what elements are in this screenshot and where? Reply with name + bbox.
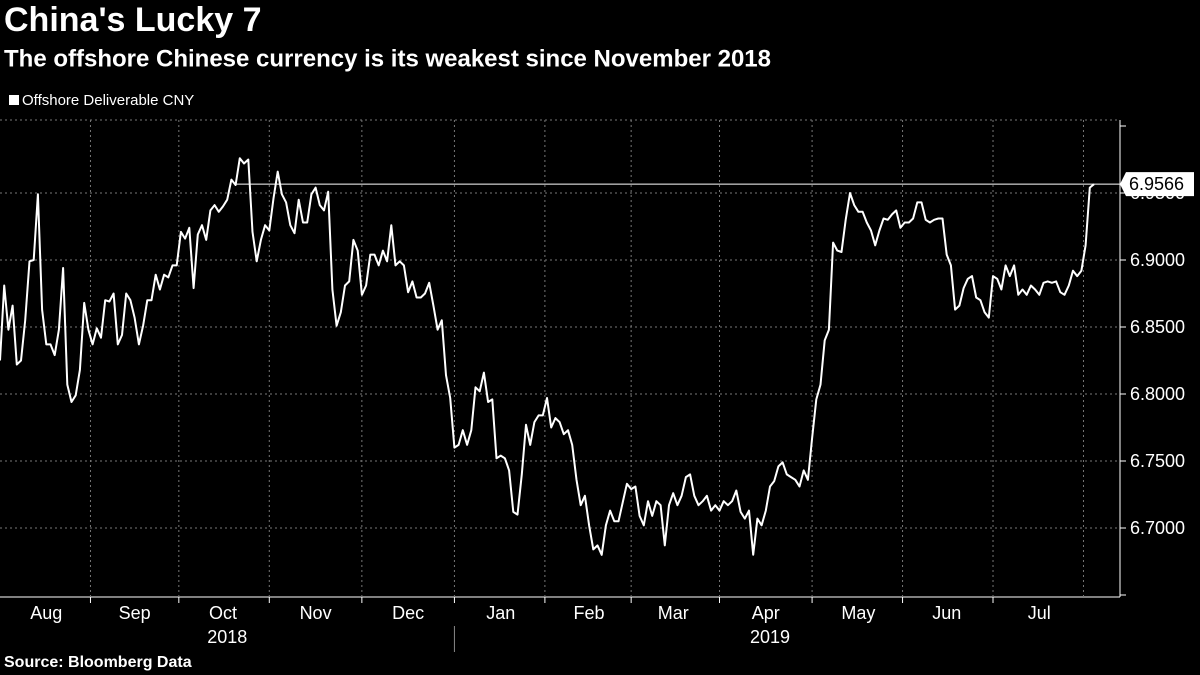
x-tick-label: Jun: [932, 603, 961, 623]
x-tick-label: Jul: [1028, 603, 1051, 623]
y-tick-label: 6.9000: [1130, 250, 1185, 270]
last-value-box: [1120, 172, 1194, 197]
x-tick-label: Feb: [574, 603, 605, 623]
y-tick-label: 6.7000: [1130, 518, 1185, 538]
legend-label: Offshore Deliverable CNY: [22, 92, 194, 109]
last-value-label: 6.9566: [1129, 174, 1184, 194]
year-label: 2018: [207, 627, 247, 647]
chart-subtitle: The offshore Chinese currency is its wea…: [4, 45, 771, 72]
x-tick-label: May: [841, 603, 875, 623]
x-tick-label: Sep: [119, 603, 151, 623]
y-tick-label: 6.7500: [1130, 451, 1185, 471]
x-tick-label: Oct: [209, 603, 237, 623]
x-tick-label: Mar: [658, 603, 689, 623]
series-line: [0, 157, 1095, 556]
x-tick-label: Aug: [30, 603, 62, 623]
year-label: 2019: [750, 627, 790, 647]
legend-swatch: [9, 95, 19, 105]
y-tick-label: 6.8000: [1130, 384, 1185, 404]
x-tick-label: Dec: [392, 603, 424, 623]
source: Source: Bloomberg Data: [4, 654, 192, 671]
x-tick-label: Jan: [486, 603, 515, 623]
x-tick-label: Apr: [752, 603, 780, 623]
y-tick-label: 6.8500: [1130, 317, 1185, 337]
x-tick-label: Nov: [300, 603, 332, 623]
chart-title: China's Lucky 7: [4, 1, 262, 39]
